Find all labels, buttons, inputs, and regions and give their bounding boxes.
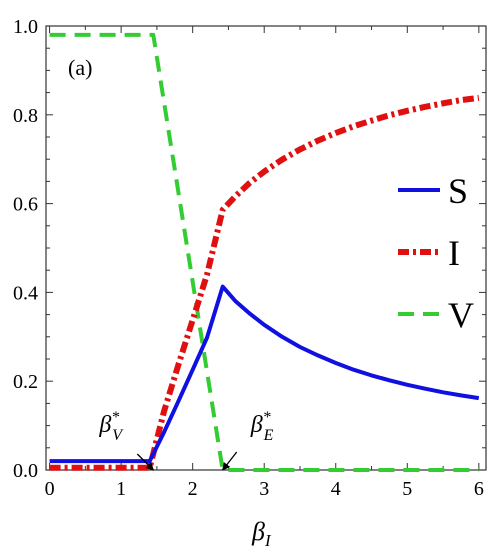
x-axis-title-sub: I — [264, 531, 272, 550]
legend-label-V: V — [448, 295, 474, 335]
x-tick-label: 6 — [474, 478, 484, 500]
y-tick-label: 0.6 — [13, 194, 38, 216]
x-tick-label: 3 — [259, 478, 269, 500]
annotations: β* V β* E — [98, 409, 274, 471]
annotation-label-V: β* V — [98, 409, 124, 444]
axis-ticks: 0 1 2 3 4 5 6 0.0 0.2 0.4 0.6 0.8 1.0 — [13, 16, 486, 500]
x-axis-title-base: β — [251, 517, 265, 546]
series-line-V — [49, 32, 479, 472]
annotation-arrow — [222, 451, 238, 471]
legend-label-S: S — [448, 171, 468, 211]
plot-frame-rect — [45, 25, 487, 471]
plot-frame — [45, 25, 487, 471]
y-tick-label: 0.0 — [13, 460, 38, 482]
y-tick-label: 1.0 — [13, 16, 38, 38]
x-tick-label: 2 — [188, 478, 198, 500]
series-line-I — [49, 94, 480, 471]
series-line-S — [49, 284, 480, 464]
y-tick-label: 0.8 — [13, 105, 38, 127]
y-tick-label: 0.4 — [13, 282, 38, 304]
x-tick-label: 1 — [116, 478, 126, 500]
y-tick-label: 0.2 — [13, 371, 38, 393]
legend: SIV — [398, 171, 474, 335]
panel-label: (a) — [68, 55, 92, 80]
x-tick-label: 0 — [45, 478, 55, 500]
annotation-label-E: β* E — [250, 409, 274, 444]
annotation-arrow — [136, 453, 155, 471]
legend-label-I: I — [448, 233, 460, 273]
x-axis-title: βI — [251, 517, 272, 550]
x-tick-label: 4 — [331, 478, 341, 500]
series-group — [49, 32, 480, 472]
x-tick-label: 5 — [402, 478, 412, 500]
